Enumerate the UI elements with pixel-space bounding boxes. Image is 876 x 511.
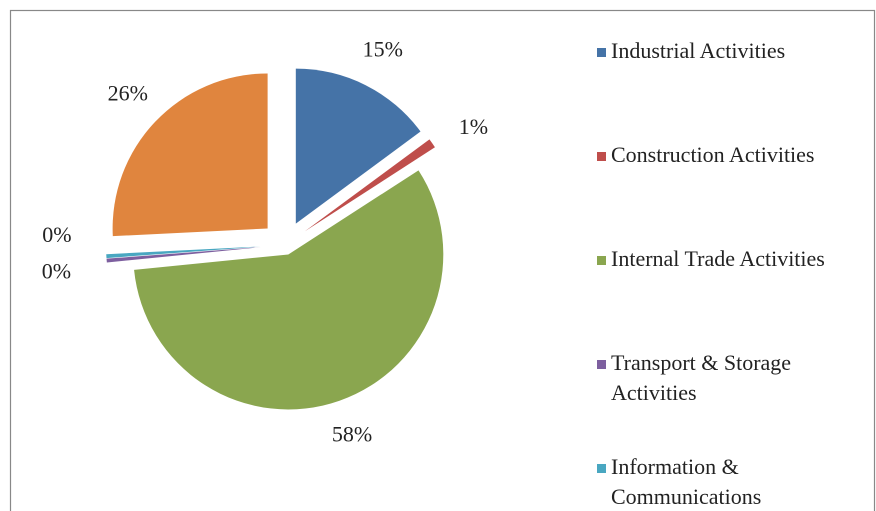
legend-label: Internal Trade Activities	[611, 246, 825, 271]
legend-swatch	[597, 256, 606, 265]
pie-slice	[295, 68, 421, 224]
legend-label: Transport & Storage Activities	[611, 350, 791, 405]
data-label: 15%	[363, 36, 403, 61]
pie-slice	[112, 73, 268, 237]
data-label: 0%	[42, 222, 71, 247]
legend-swatch	[597, 464, 606, 473]
legend-swatch	[597, 152, 606, 161]
pie-slice	[134, 170, 444, 410]
legend-label: Information & Communications	[611, 454, 761, 509]
legend-label: Construction Activities	[611, 142, 815, 167]
data-label: 0%	[42, 258, 71, 283]
legend-line: Transport & Storage	[611, 350, 791, 375]
legend-label: Industrial Activities	[611, 38, 785, 63]
legend-line: Information &	[611, 454, 739, 479]
pie-slice	[106, 247, 262, 263]
data-label: 1%	[459, 114, 488, 139]
legend-swatch	[597, 360, 606, 369]
pie-slice	[106, 246, 262, 259]
data-label: 58%	[332, 422, 372, 447]
legend-line: Activities	[611, 380, 697, 405]
legend-line: Communications	[611, 484, 761, 509]
pie-slice	[304, 139, 435, 232]
legend-swatch	[597, 48, 606, 57]
data-label: 26%	[108, 80, 148, 105]
